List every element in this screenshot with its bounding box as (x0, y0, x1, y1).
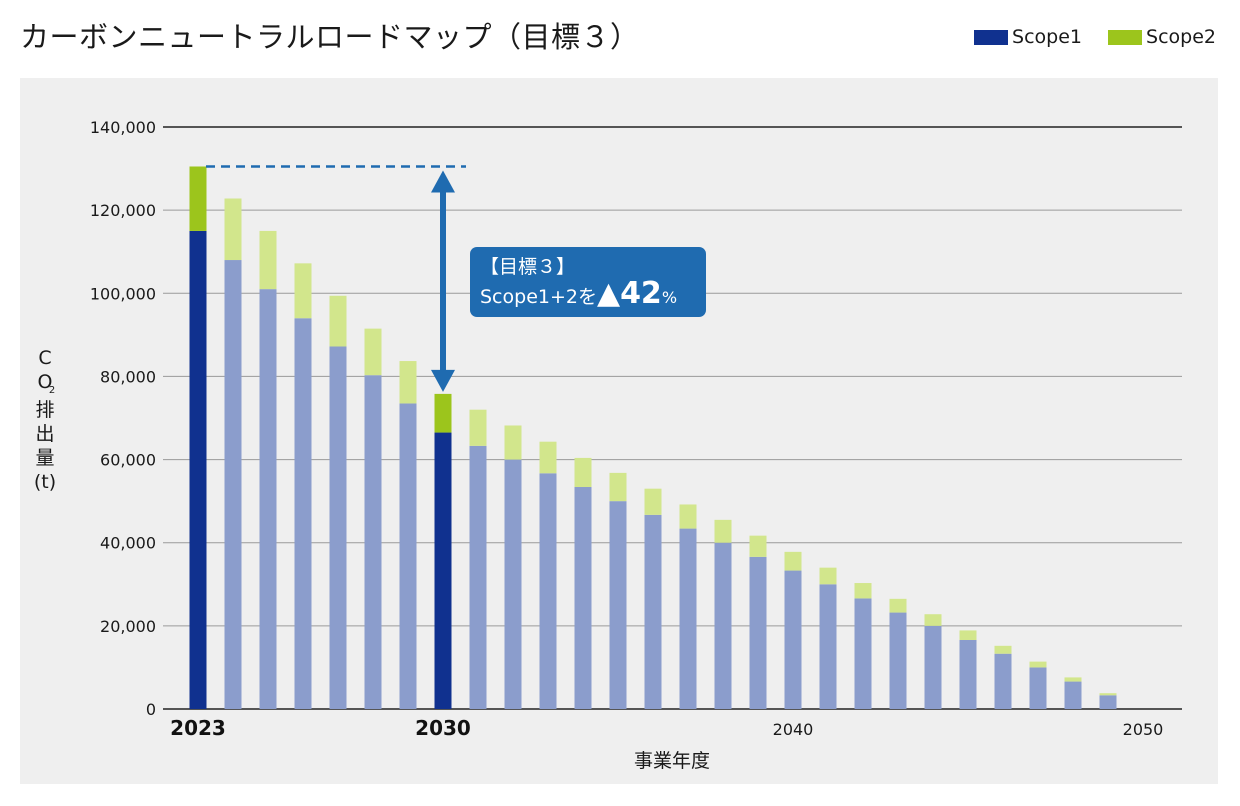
x-tick-2050: 2050 (1123, 720, 1164, 739)
bar-scope1-2048 (1064, 681, 1082, 709)
bar-scope1-2023 (189, 230, 207, 709)
y-tick-120000: 120,000 (90, 201, 156, 220)
y-tick-80000: 80,000 (100, 367, 156, 386)
bar-scope2-2036 (644, 488, 662, 515)
bar-scope2-2030 (434, 393, 452, 433)
y-tick-40000: 40,000 (100, 534, 156, 553)
bar-scope1-2047 (1029, 667, 1047, 709)
bar-scope1-2043 (889, 612, 907, 709)
legend-swatch-scope1 (974, 29, 1009, 45)
y-label-unit: (t) (33, 471, 57, 493)
bar-scope1-2045 (959, 639, 977, 709)
y-tick-60000: 60,000 (100, 451, 156, 470)
bar-scope2-2028 (364, 328, 382, 376)
bar-scope2-2031 (469, 409, 487, 446)
bar-scope1-2046 (994, 653, 1012, 709)
y-tick-20000: 20,000 (100, 617, 156, 636)
callout-triangle: ▲ (596, 276, 621, 311)
bar-scope2-2025 (259, 230, 277, 290)
bar-scope1-2035 (609, 501, 627, 709)
bar-scope2-2023 (189, 166, 207, 231)
bar-scope1-2030 (434, 432, 452, 709)
legend-item-scope1: Scope1 (974, 26, 1082, 48)
x-tick-2030: 2030 (415, 716, 471, 740)
bar-scope2-2038 (714, 519, 732, 543)
y-tick-100000: 100,000 (90, 284, 156, 303)
bar-scope1-2036 (644, 514, 662, 709)
bar-scope1-2044 (924, 625, 942, 709)
callout-title: 【目標３】 (480, 256, 576, 278)
y-tick-140000: 140,000 (90, 118, 156, 137)
bars (189, 166, 1117, 709)
callout-prefix: Scope1+2を (480, 286, 597, 308)
bar-scope1-2049 (1099, 695, 1117, 709)
bar-scope2-2029 (399, 361, 417, 404)
bar-scope2-2027 (329, 295, 347, 347)
bar-scope1-2024 (224, 260, 242, 709)
bar-scope1-2042 (854, 598, 872, 709)
bar-scope1-2028 (364, 375, 382, 709)
bar-scope1-2039 (749, 556, 767, 709)
callout-body: Scope1+2を▲42% (480, 279, 696, 313)
reduction-arrow-head-down (431, 369, 455, 392)
bar-scope1-2033 (539, 473, 557, 709)
reduction-arrow-head-up (431, 170, 455, 193)
x-tick-2023: 2023 (170, 716, 226, 740)
chart-title: カーボンニュートラルロードマップ（目標３） (20, 20, 640, 54)
bar-scope2-2042 (854, 583, 872, 599)
bar-scope1-2025 (259, 289, 277, 709)
y-label-ryo: 量 (35, 447, 55, 469)
bar-scope1-2029 (399, 403, 417, 709)
bar-scope2-2037 (679, 504, 697, 529)
bar-scope2-2046 (994, 645, 1012, 654)
bar-scope1-2032 (504, 459, 522, 709)
bar-scope2-2040 (784, 551, 802, 571)
legend-item-scope2: Scope2 (1108, 26, 1216, 48)
bar-scope2-2026 (294, 263, 312, 319)
bar-scope2-2043 (889, 598, 907, 613)
y-label-shutsu: 出 (35, 423, 55, 445)
bar-scope2-2033 (539, 441, 557, 474)
gridlines (163, 126, 1182, 710)
bar-scope2-2035 (609, 472, 627, 502)
y-tick-0: 0 (146, 700, 156, 719)
callout-number: 42 (620, 276, 662, 311)
bar-scope2-2044 (924, 614, 942, 626)
y-axis-label: C O 2 排 出 量 (t) (30, 346, 60, 494)
bar-scope2-2041 (819, 567, 837, 585)
callout-unit: % (661, 288, 678, 307)
bar-scope2-2032 (504, 425, 522, 460)
reduction-annotation (206, 165, 466, 392)
bar-scope1-2040 (784, 570, 802, 709)
bar-scope2-2034 (574, 457, 592, 488)
bar-scope2-2049 (1099, 693, 1117, 696)
bar-scope1-2027 (329, 346, 347, 709)
bar-scope1-2031 (469, 445, 487, 709)
y-label-subscript-2: 2 (48, 385, 56, 396)
bar-scope1-2026 (294, 318, 312, 709)
legend-swatch-scope2 (1108, 29, 1143, 45)
legend: Scope1 Scope2 (974, 26, 1216, 48)
bar-scope2-2039 (749, 535, 767, 557)
x-tick-labels: 2023 2030 2040 2050 (170, 716, 1163, 740)
bar-scope1-2034 (574, 487, 592, 709)
y-label-c: C (38, 347, 52, 369)
target-callout: 【目標３】 Scope1+2を▲42% (470, 247, 706, 317)
bar-scope1-2037 (679, 528, 697, 709)
bar-scope2-2024 (224, 198, 242, 261)
legend-label-scope1: Scope1 (1012, 26, 1083, 48)
bar-scope2-2048 (1064, 677, 1082, 682)
y-label-hai: 排 (35, 399, 55, 421)
x-axis-label: 事業年度 (634, 750, 710, 772)
y-label-o: O (37, 371, 53, 393)
y-tick-labels: 0 20,000 40,000 60,000 80,000 100,000 120,000 1… (90, 118, 156, 719)
bar-scope2-2047 (1029, 661, 1047, 668)
bar-scope1-2041 (819, 584, 837, 709)
legend-label-scope2: Scope2 (1146, 26, 1216, 48)
bar-scope1-2038 (714, 542, 732, 709)
x-tick-2040: 2040 (773, 720, 814, 739)
bar-scope2-2045 (959, 630, 977, 640)
